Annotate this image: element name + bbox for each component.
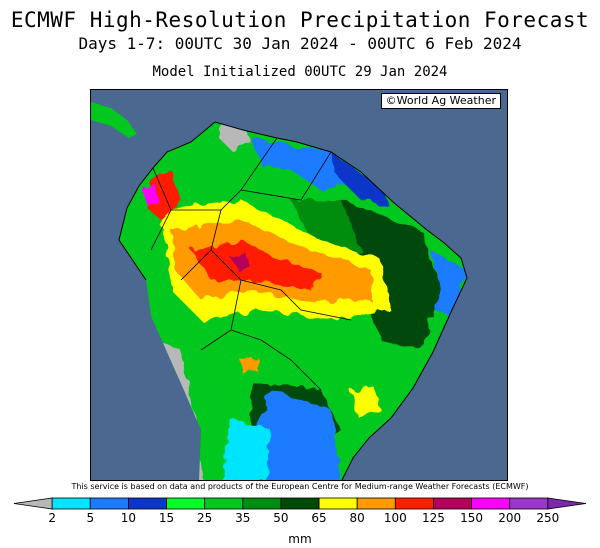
disclaimer-text: This service is based on data and produc… xyxy=(71,482,529,491)
model-initialized: Model Initialized 00UTC 29 Jan 2024 xyxy=(152,64,448,80)
legend-swatch xyxy=(127,497,167,510)
legend-swatch xyxy=(394,497,434,510)
legend-unit: mm xyxy=(288,532,312,546)
legend-tick-label: 125 xyxy=(422,511,445,525)
legend-tick-label: 5 xyxy=(86,511,94,525)
legend-swatch xyxy=(242,497,282,510)
legend-tick-label: 15 xyxy=(159,511,174,525)
legend-swatch xyxy=(280,497,320,510)
legend-swatch xyxy=(166,497,206,510)
legend-tick-label: 150 xyxy=(460,511,483,525)
legend-tick-label: 35 xyxy=(235,511,250,525)
legend-swatch xyxy=(51,497,91,510)
credit-label: ©World Ag Weather xyxy=(380,93,501,109)
forecast-period: Days 1-7: 00UTC 30 Jan 2024 - 00UTC 6 Fe… xyxy=(78,34,522,53)
legend-tick-label: 200 xyxy=(498,511,521,525)
legend-tick-label: 100 xyxy=(384,511,407,525)
legend-tick-label: 80 xyxy=(350,511,365,525)
legend-tick-label: 25 xyxy=(197,511,212,525)
legend-swatch xyxy=(547,497,587,510)
legend-swatch xyxy=(433,497,473,510)
legend-tick-label: 65 xyxy=(311,511,326,525)
legend-swatch xyxy=(204,497,244,510)
color-legend: 2 5 10 15 25 35 50 65 80 100 125 150 200 250 xyxy=(0,494,600,548)
country-borders xyxy=(150,137,352,391)
legend-swatch xyxy=(318,497,358,510)
legend-swatch xyxy=(509,497,549,510)
map-title: ECMWF High-Resolution Precipitation Fore… xyxy=(10,8,590,32)
legend-swatch xyxy=(13,497,53,510)
legend-tick-label: 250 xyxy=(536,511,559,525)
legend-swatch xyxy=(471,497,511,510)
legend-swatch xyxy=(89,497,129,510)
legend-tick-label: 2 xyxy=(48,511,56,525)
legend-swatch xyxy=(356,497,396,510)
legend-tick-label: 10 xyxy=(121,511,136,525)
legend-tick-label: 50 xyxy=(273,511,288,525)
precipitation-map: ©World Ag Weather xyxy=(90,89,508,481)
